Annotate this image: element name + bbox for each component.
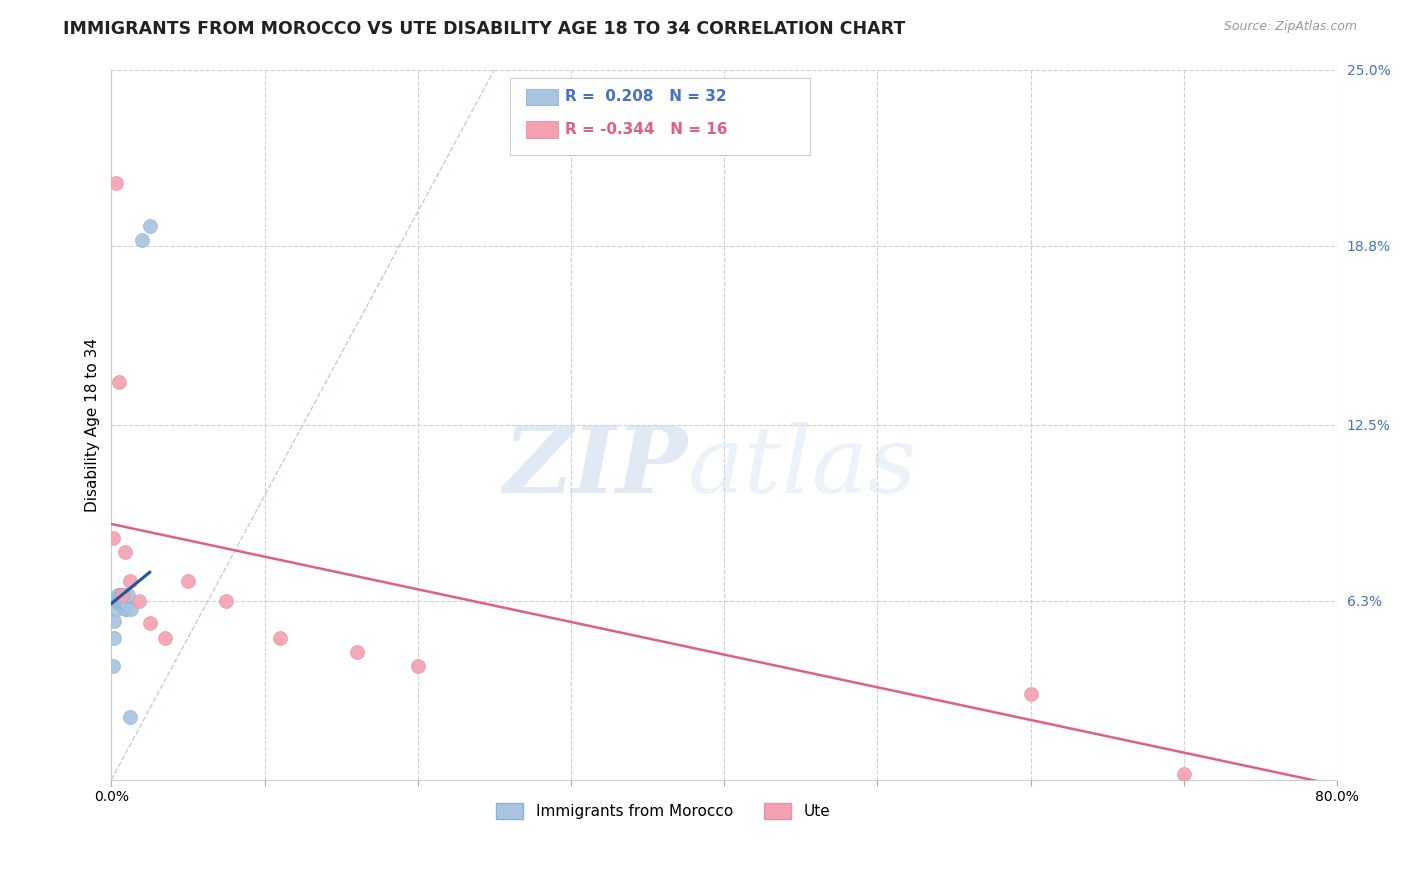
Point [111,588,134,602]
Point [406,659,429,673]
Point [128,593,150,607]
Text: ZIP: ZIP [503,422,688,512]
Point [110,588,132,602]
Point [111,588,134,602]
Point [114,597,136,611]
Point [108,593,131,607]
Point [131,233,153,247]
Point [118,710,141,724]
Point [105,593,128,607]
Text: IMMIGRANTS FROM MOROCCO VS UTE DISABILITY AGE 18 TO 34 CORRELATION CHART: IMMIGRANTS FROM MOROCCO VS UTE DISABILIT… [63,20,905,37]
Point [153,631,176,645]
Point [1173,767,1195,781]
Point [105,602,128,616]
Point [112,593,135,607]
Point [1019,687,1042,701]
FancyBboxPatch shape [526,88,558,105]
Point [105,176,128,190]
Point [111,591,134,605]
Point [108,375,131,389]
Point [115,597,138,611]
Point [110,591,132,605]
Text: atlas: atlas [688,422,917,512]
Text: R = -0.344   N = 16: R = -0.344 N = 16 [565,121,727,136]
Point [177,574,200,588]
Point [110,597,132,611]
Point [108,588,131,602]
Point [111,593,134,607]
Point [103,614,125,628]
Point [101,659,124,673]
Point [107,593,129,607]
Point [346,645,368,659]
Point [138,616,160,631]
Point [101,531,124,545]
Point [115,602,138,616]
Point [114,593,136,607]
Point [117,588,139,602]
Point [138,219,160,233]
Point [120,602,142,616]
Point [108,593,131,607]
Point [111,597,134,611]
Point [269,631,291,645]
Point [108,591,131,605]
Point [112,588,135,602]
Y-axis label: Disability Age 18 to 34: Disability Age 18 to 34 [86,337,100,512]
Text: R =  0.208   N = 32: R = 0.208 N = 32 [565,89,727,104]
Point [215,593,238,607]
Point [114,602,136,616]
Text: Source: ZipAtlas.com: Source: ZipAtlas.com [1223,20,1357,33]
Point [110,593,132,607]
FancyBboxPatch shape [510,78,810,155]
FancyBboxPatch shape [526,121,558,137]
Point [118,574,141,588]
Point [107,588,129,602]
Point [112,597,135,611]
Legend: Immigrants from Morocco, Ute: Immigrants from Morocco, Ute [489,797,837,825]
Point [103,631,125,645]
Point [114,545,136,559]
